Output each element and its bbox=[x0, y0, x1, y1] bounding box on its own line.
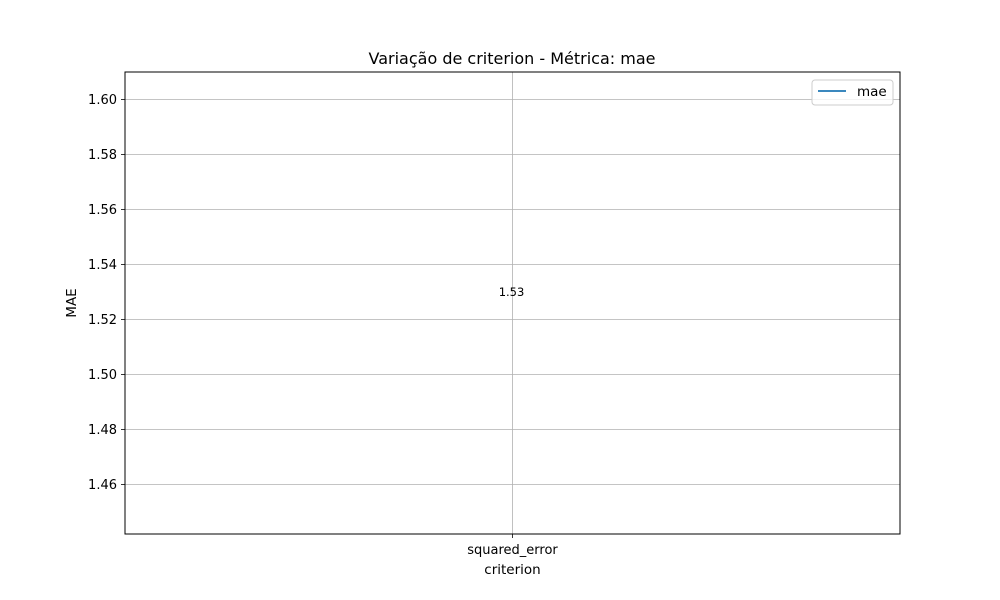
y-tick-label: 1.60 bbox=[88, 93, 117, 108]
y-axis-ticks: 1.46 1.48 1.50 1.52 1.54 1.56 1.58 1.60 bbox=[88, 93, 125, 493]
y-tick-label: 1.46 bbox=[88, 478, 117, 493]
series-layer: 1.53 bbox=[499, 285, 525, 299]
x-axis-label: criterion bbox=[484, 562, 540, 578]
y-tick-label: 1.56 bbox=[88, 203, 117, 218]
grid-layer bbox=[125, 72, 900, 534]
x-tick-label: squared_error bbox=[467, 543, 558, 558]
legend-box bbox=[811, 79, 894, 106]
data-label: 1.53 bbox=[499, 285, 525, 299]
y-tick-label: 1.48 bbox=[88, 423, 117, 438]
x-axis-ticks: squared_error bbox=[467, 534, 558, 558]
chart-title: Variação de criterion - Métrica: mae bbox=[369, 49, 656, 68]
y-tick-label: 1.54 bbox=[88, 258, 117, 273]
legend: mae bbox=[811, 79, 894, 106]
y-tick-label: 1.50 bbox=[88, 368, 117, 383]
y-axis-label: MAE bbox=[64, 288, 80, 317]
legend-label-mae: mae bbox=[857, 84, 887, 100]
y-tick-label: 1.52 bbox=[88, 313, 117, 328]
y-tick-label: 1.58 bbox=[88, 148, 117, 163]
plot-frame bbox=[124, 71, 901, 535]
